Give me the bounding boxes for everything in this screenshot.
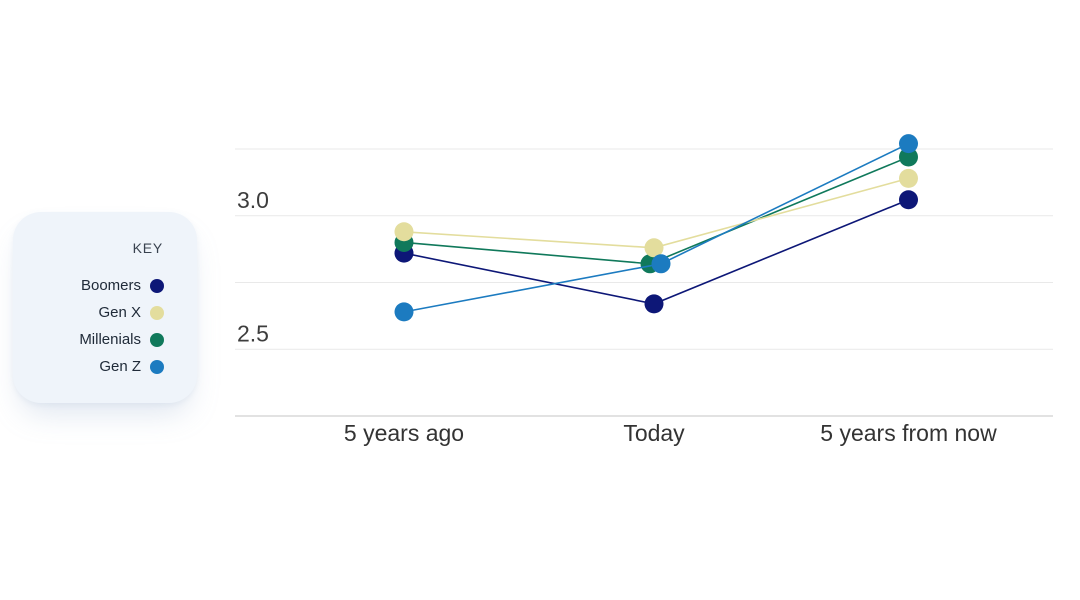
data-point-gen-x-1 (644, 238, 664, 258)
legend-title: KEY (132, 240, 163, 256)
x-category-label: 5 years from now (820, 420, 997, 446)
x-category-label: Today (623, 420, 685, 446)
legend-panel: KEY Boomers Gen X Millenials Gen Z (13, 212, 197, 403)
data-point-gen-z-0 (394, 302, 414, 322)
data-point-boomers-2 (899, 190, 918, 210)
series-line-gen-z (403, 142, 909, 313)
legend-item-label: Boomers (80, 277, 141, 294)
legend-item-boomers: Boomers (13, 272, 197, 299)
data-point-gen-x-2 (899, 168, 918, 188)
data-point-boomers-1 (644, 294, 664, 314)
legend-item-label: Gen Z (99, 358, 141, 375)
data-point-gen-z-1 (651, 254, 671, 274)
data-point-gen-z-2 (899, 134, 918, 154)
legend-swatch-icon (150, 359, 164, 374)
y-tick-label: 2.5 (237, 320, 269, 346)
legend-swatch-icon (150, 278, 164, 293)
legend-item-gen-z: Gen Z (13, 353, 197, 380)
data-point-gen-x-0 (394, 222, 414, 242)
data-point-millenials-2 (899, 147, 918, 167)
legend-items: Boomers Gen X Millenials Gen Z (13, 272, 197, 380)
legend-swatch-icon (150, 305, 164, 320)
x-category-label: 5 years ago (344, 420, 464, 446)
legend-item-label: Millenials (79, 331, 141, 348)
legend-item-millenials: Millenials (13, 326, 197, 353)
y-tick-label: 3.0 (237, 187, 269, 213)
legend-item-gen-x: Gen X (13, 299, 197, 326)
legend-swatch-icon (150, 332, 164, 347)
legend-item-label: Gen X (98, 304, 141, 321)
